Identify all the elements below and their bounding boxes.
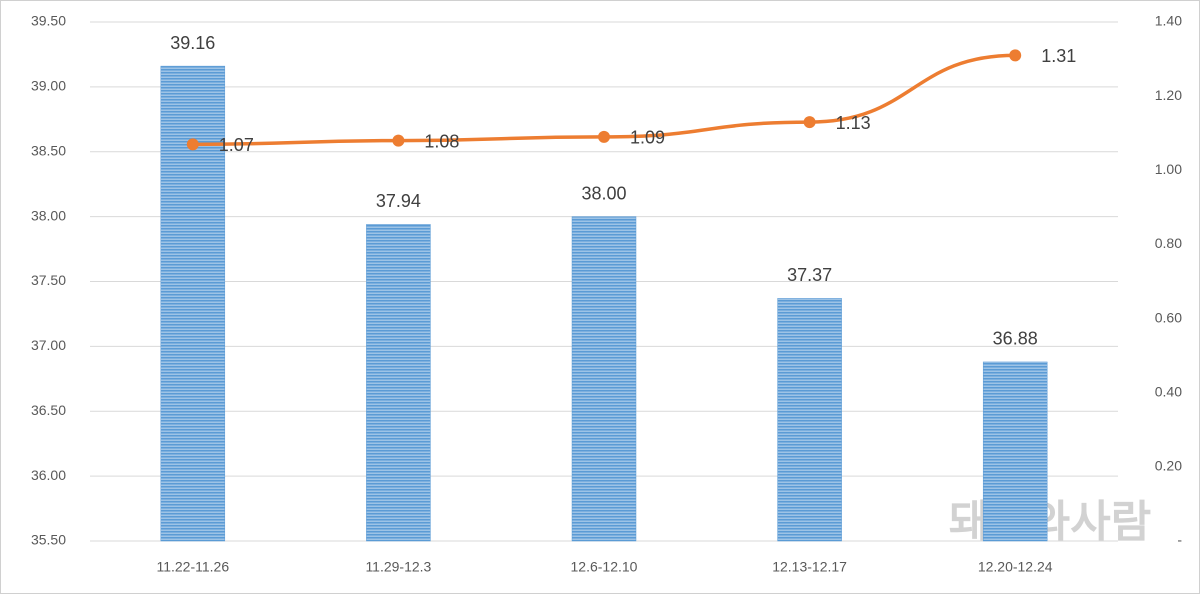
y2-tick-label: - — [1177, 532, 1182, 548]
y2-tick-label: 1.00 — [1155, 161, 1182, 177]
y2-tick-label: 0.80 — [1155, 235, 1182, 251]
y-tick-label: 38.00 — [31, 207, 66, 223]
bar — [160, 65, 226, 542]
data-label: 1.31 — [1041, 46, 1076, 66]
data-label: 36.88 — [993, 329, 1038, 349]
data-label: 39.16 — [170, 33, 215, 53]
data-label: 1.08 — [424, 131, 459, 151]
bar — [571, 216, 637, 542]
y2-tick-label: 0.20 — [1155, 458, 1182, 474]
y-tick-label: 36.00 — [31, 467, 66, 483]
line-point — [1009, 49, 1022, 62]
x-tick-label: 12.13-12.17 — [772, 559, 847, 575]
data-label: 1.07 — [219, 135, 254, 155]
line-point — [803, 116, 816, 129]
y-tick-label: 37.00 — [31, 337, 66, 353]
bar — [366, 224, 431, 542]
y-tick-label: 36.50 — [31, 402, 66, 418]
x-tick-label: 12.6-12.10 — [571, 559, 638, 575]
data-label: 1.09 — [630, 128, 665, 148]
data-label: 1.13 — [836, 113, 871, 133]
line-point — [392, 134, 405, 147]
x-tick-label: 11.29-12.3 — [365, 559, 431, 575]
y-tick-label: 38.50 — [31, 142, 66, 158]
data-label: 37.37 — [787, 265, 832, 285]
watermark: 돼지와사람 — [949, 498, 1151, 547]
y-tick-label: 39.50 — [31, 13, 66, 29]
data-label: 38.00 — [581, 183, 626, 203]
bar — [777, 298, 842, 542]
y-tick-label: 35.50 — [31, 532, 66, 548]
line-point — [186, 138, 199, 151]
x-tick-label: 11.22-11.26 — [156, 559, 229, 575]
x-tick-label: 12.20-12.24 — [978, 559, 1053, 575]
bar — [982, 361, 1048, 542]
y-tick-label: 37.50 — [31, 272, 66, 288]
y2-tick-label: 1.20 — [1155, 87, 1182, 103]
y2-tick-label: 1.40 — [1155, 13, 1182, 29]
data-label: 37.94 — [376, 191, 421, 211]
y-tick-label: 39.00 — [31, 78, 66, 94]
y2-tick-label: 0.40 — [1155, 383, 1182, 399]
y2-tick-label: 0.60 — [1155, 309, 1182, 325]
line-point — [598, 130, 610, 143]
